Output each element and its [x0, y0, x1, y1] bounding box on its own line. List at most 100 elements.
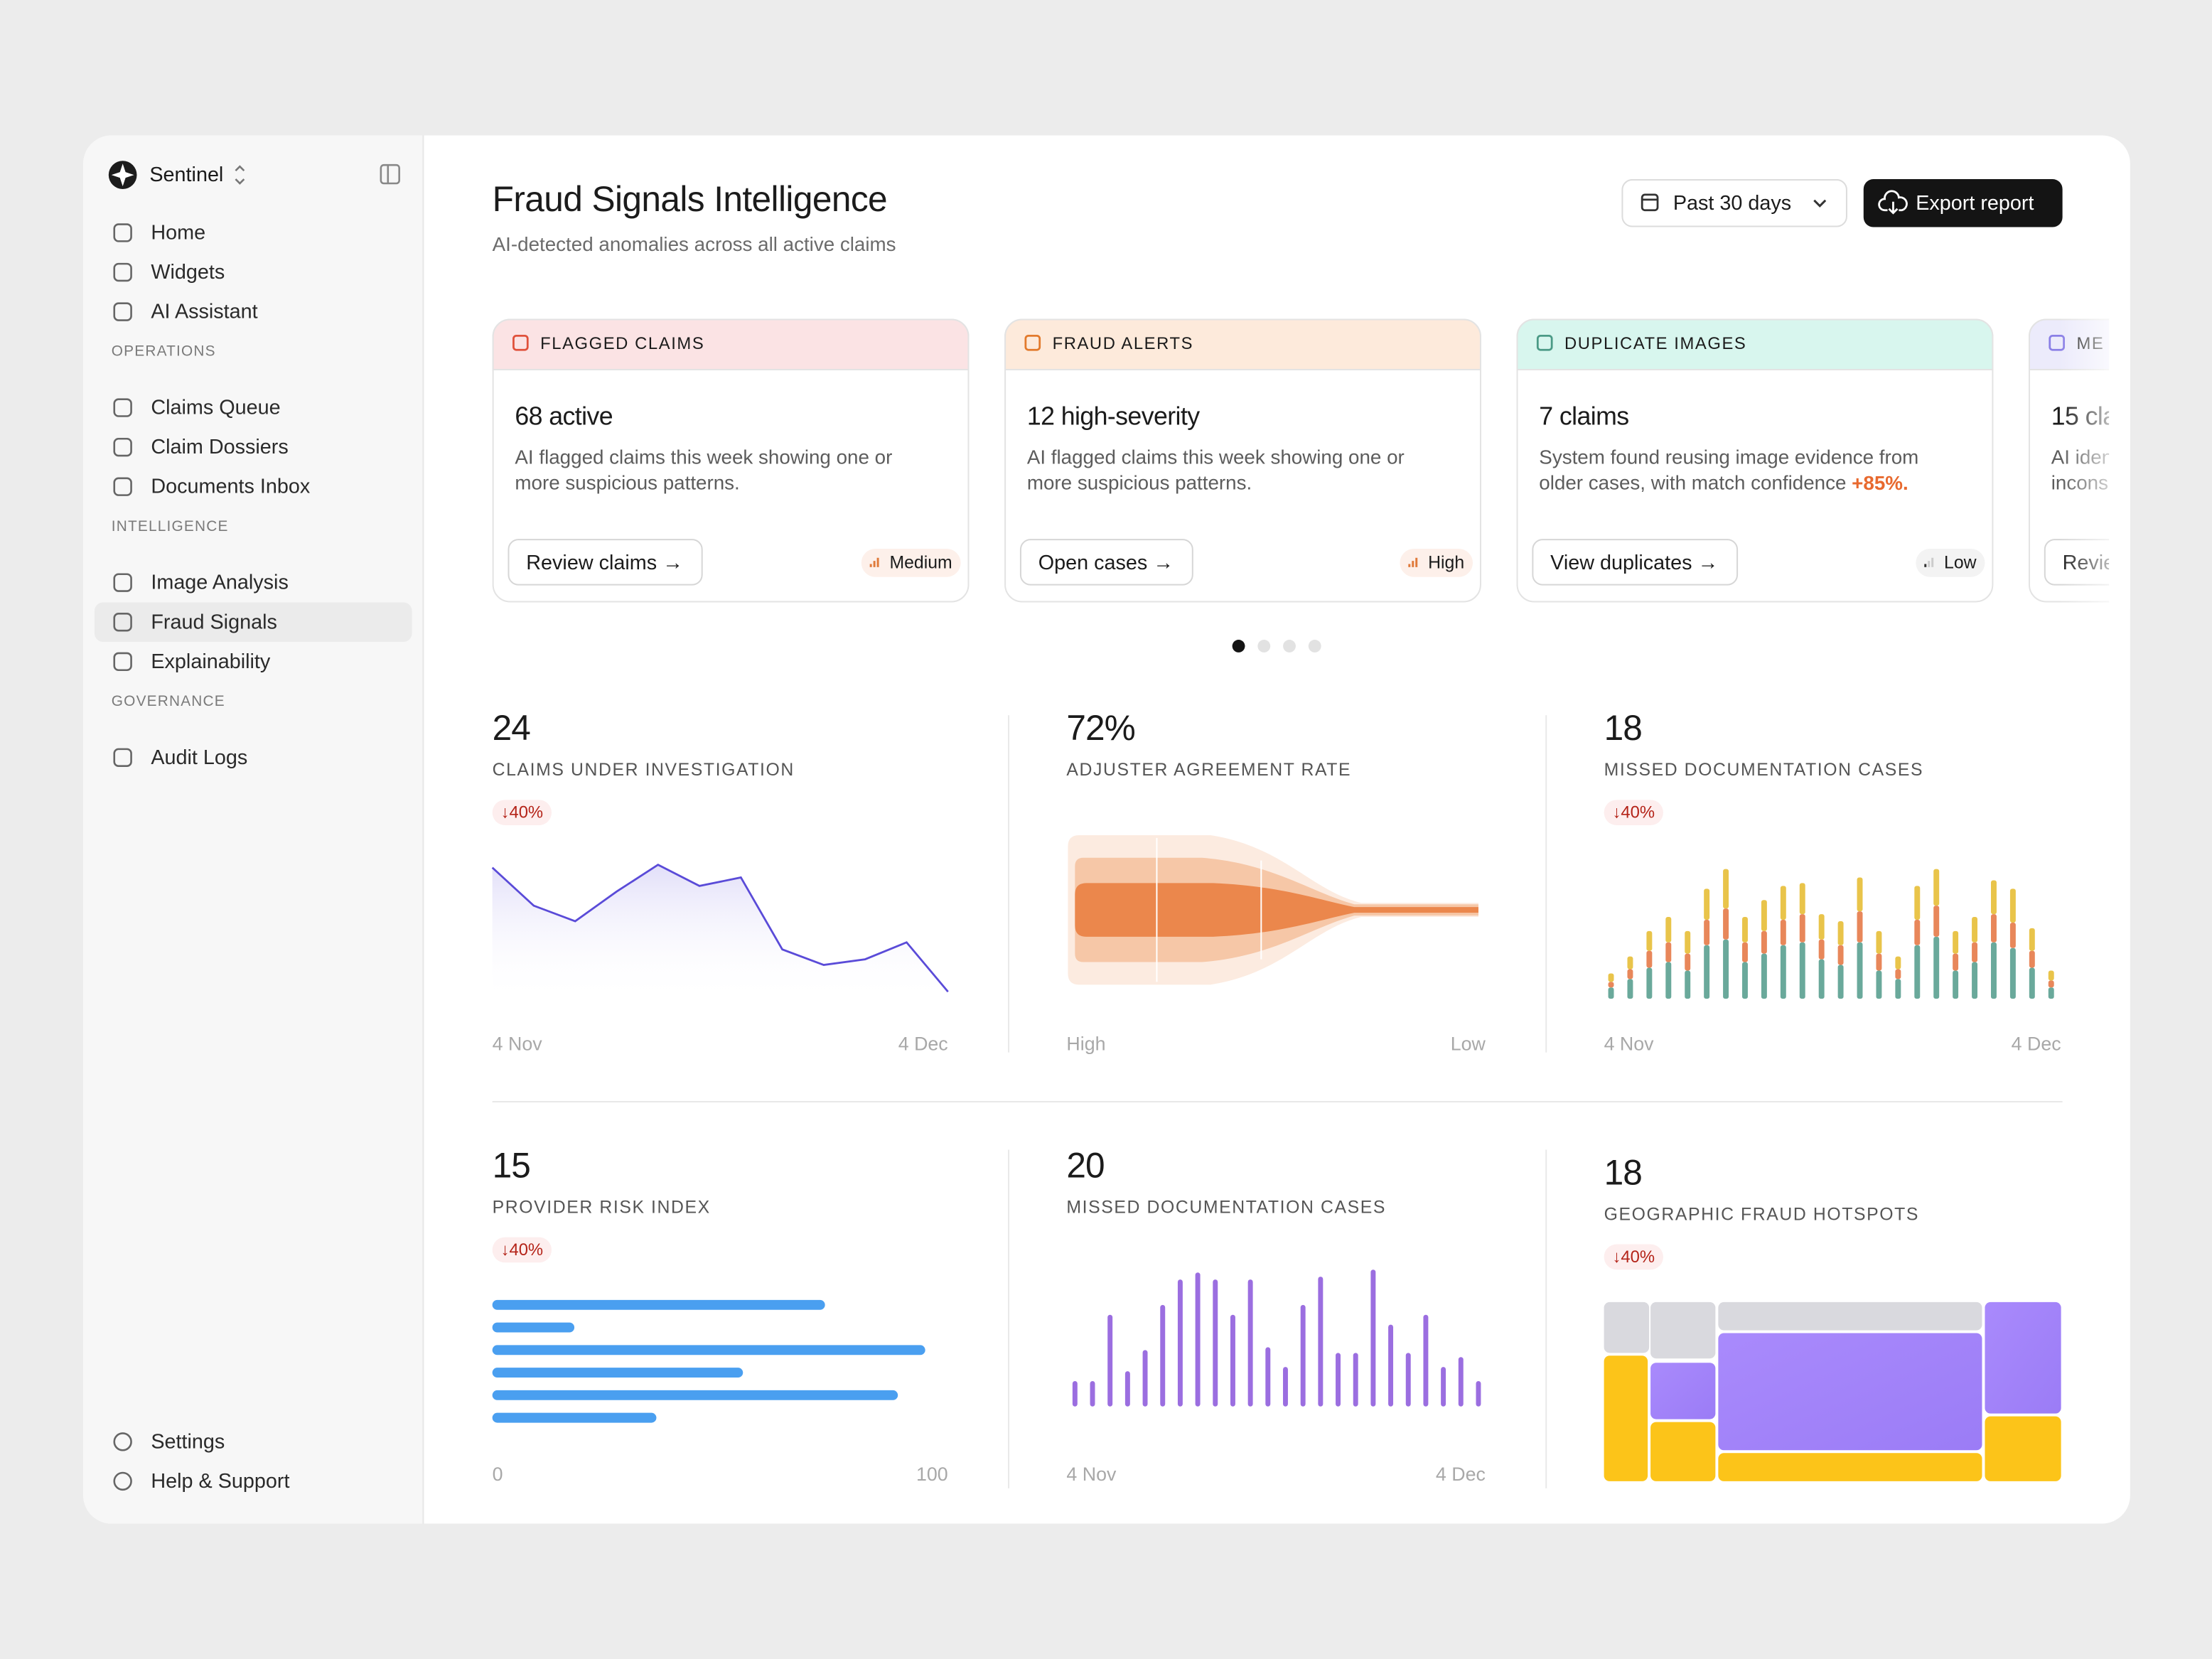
- action-button[interactable]: [1019, 539, 1193, 586]
- bar: [492, 1390, 898, 1400]
- x-axis-label: 4 Nov: [1604, 1033, 1655, 1055]
- bar-segment: [1780, 920, 1786, 945]
- nav-item[interactable]: Audit Logs: [151, 746, 247, 769]
- metrics: 24 CLAIMS UNDER INVESTIGATION ↓40% 4 Nov 4 D…: [491, 708, 2061, 1485]
- bar-segment: [2029, 967, 2035, 999]
- bar: [1230, 1314, 1235, 1407]
- bar-segment: [2009, 922, 2016, 948]
- bar-segment: [1665, 917, 1672, 943]
- x-tick-label: 100: [916, 1464, 948, 1485]
- bar: [1388, 1324, 1394, 1407]
- bar-segment: [2009, 888, 2016, 923]
- bar-segment: [1742, 942, 1748, 962]
- bar: [1353, 1353, 1358, 1407]
- bar: [1160, 1304, 1166, 1407]
- brand-switch[interactable]: [235, 165, 245, 185]
- nav-item[interactable]: Fraud Signals: [151, 611, 276, 633]
- nav-icon: [113, 223, 132, 242]
- treemap-cell: [1650, 1422, 1716, 1481]
- bar: [1458, 1357, 1464, 1407]
- bar-segment: [1837, 945, 1844, 965]
- bar: [492, 1368, 743, 1378]
- bar-segment: [1627, 956, 1633, 970]
- nav-item[interactable]: Claims Queue: [151, 397, 280, 419]
- bar: [1090, 1381, 1095, 1407]
- nav-item[interactable]: Help & Support: [151, 1470, 289, 1493]
- export-button[interactable]: [1863, 179, 2063, 227]
- card-icon: [1536, 334, 1553, 351]
- severity-icon: [1924, 564, 1927, 567]
- bar-segment: [1876, 953, 1882, 971]
- card-label: DUPLICATE IMAGES: [1564, 334, 1746, 353]
- metric-change: ↓40%: [501, 1240, 544, 1260]
- funnel-inner: [1075, 883, 1478, 937]
- nav-item[interactable]: Claim Dossiers: [151, 436, 288, 458]
- bar: [1283, 1367, 1288, 1407]
- nav-icon: [113, 1432, 132, 1451]
- severity-badge: [861, 549, 961, 577]
- bar: [1142, 1350, 1148, 1407]
- bar-segment: [1761, 930, 1767, 954]
- x-axis-label: 4 Dec: [1436, 1464, 1486, 1485]
- metric-label: ADJUSTER AGREEMENT RATE: [1066, 761, 1351, 780]
- bar: [1247, 1279, 1253, 1407]
- dot[interactable]: [1257, 640, 1271, 653]
- action-button[interactable]: [1532, 539, 1739, 586]
- severity-icon: [1415, 557, 1418, 567]
- card-description: older cases, with match confidence +85%.: [1539, 471, 1908, 493]
- x-axis-label: 4 Nov: [1066, 1464, 1117, 1485]
- bar-segment: [1761, 900, 1767, 931]
- action-button[interactable]: [508, 539, 703, 586]
- nav-icon: [113, 613, 132, 632]
- card-description: AI flagged claims this week showing one …: [1027, 446, 1405, 468]
- bar-segment: [1818, 914, 1825, 940]
- bar-segment: [2009, 947, 2016, 999]
- nav-item[interactable]: AI Assistant: [151, 301, 257, 323]
- bar: [1336, 1353, 1341, 1407]
- bar: [1441, 1367, 1446, 1407]
- nav-item[interactable]: Widgets: [151, 261, 225, 284]
- nav-active-bg: [94, 602, 412, 643]
- dot[interactable]: [1283, 640, 1296, 653]
- bar-segment: [1704, 945, 1710, 999]
- metric-value: 72%: [1066, 708, 1134, 748]
- treemap-cell: [1604, 1301, 1650, 1353]
- nav-item[interactable]: Image Analysis: [151, 571, 288, 594]
- nav-icon: [113, 477, 132, 496]
- bar-segment: [1742, 962, 1748, 999]
- bar-segment: [1953, 930, 1959, 954]
- dot[interactable]: [1308, 640, 1321, 653]
- calendar-icon: [1641, 193, 1659, 212]
- metric-change: ↓40%: [1613, 1247, 1655, 1267]
- metric-value: 24: [493, 708, 531, 748]
- severity-badge: [1916, 549, 1985, 577]
- card-title: 68 active: [515, 402, 613, 430]
- treemap-cell: [1604, 1355, 1648, 1481]
- bar-segment: [1608, 973, 1614, 982]
- bar-segment: [2029, 950, 2035, 968]
- nav-item[interactable]: Documents Inbox: [151, 476, 310, 498]
- bar-segment: [1895, 969, 1901, 979]
- collapse-icon[interactable]: [380, 163, 400, 185]
- bar-segment: [1895, 979, 1901, 999]
- nav-item[interactable]: Settings: [151, 1430, 225, 1453]
- nav-icon: [113, 1471, 132, 1491]
- bar: [1265, 1347, 1271, 1407]
- bar-segment: [1991, 914, 1997, 943]
- bar: [1476, 1381, 1481, 1407]
- bar: [1072, 1381, 1078, 1407]
- dot[interactable]: [1232, 640, 1245, 653]
- metric-label: MISSED DOCUMENTATION CASES: [1066, 1198, 1386, 1217]
- bar-segment: [1933, 936, 1940, 999]
- date-button[interactable]: [1621, 179, 1847, 227]
- nav-item[interactable]: Explainability: [151, 650, 271, 673]
- bar-segment: [1723, 869, 1729, 909]
- nav-item[interactable]: Home: [151, 221, 205, 244]
- card-header: [1516, 318, 1994, 370]
- bar-segment: [1799, 914, 1805, 943]
- bar-segment: [1704, 888, 1710, 920]
- severity-icon: [869, 564, 872, 567]
